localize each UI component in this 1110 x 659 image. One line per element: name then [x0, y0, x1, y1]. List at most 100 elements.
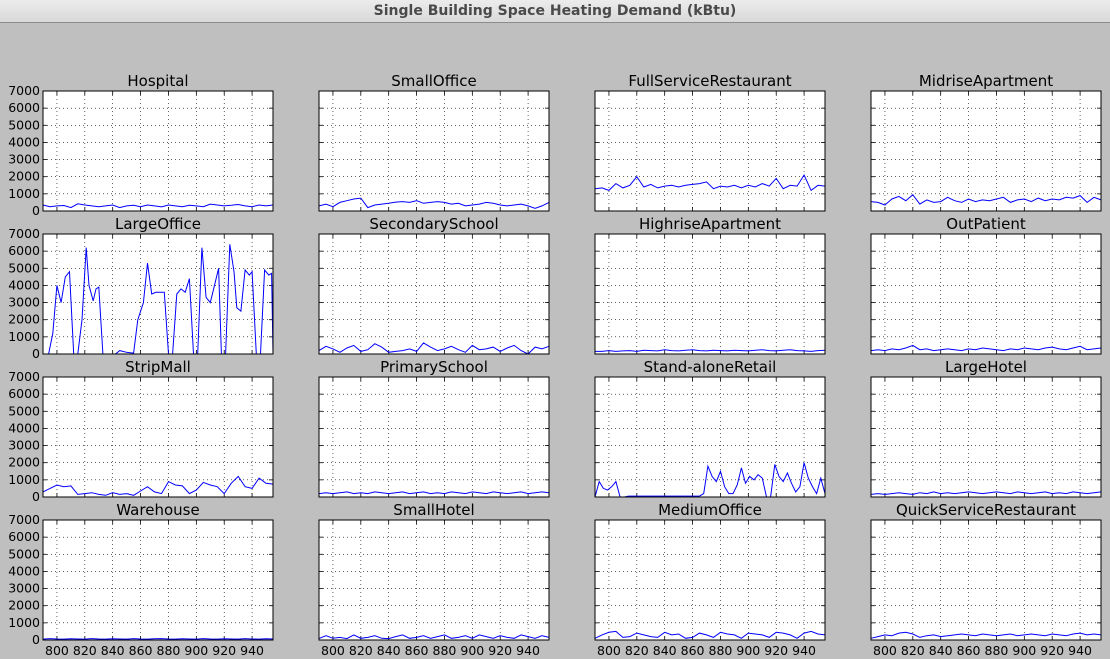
plot-area	[595, 234, 825, 354]
subplot-quickservicerestaurant: QuickServiceRestaurant 800 820 840 860 880 900…	[870, 501, 1102, 658]
x-tick-label: 800	[321, 643, 345, 658]
plot-area	[595, 91, 825, 211]
subplot-hospital: Hospital 0 1000 2000 3000 4000 5000 6000 7000	[8, 72, 274, 218]
y-tick-label: 5000	[8, 403, 40, 418]
y-tick-label: 7000	[8, 369, 40, 384]
subplot-title: LargeHotel	[945, 358, 1027, 376]
plot-frame	[594, 519, 826, 641]
x-tick-label: 880	[433, 643, 457, 658]
plot-area	[43, 377, 273, 497]
x-tick-label: 900	[460, 643, 484, 658]
series-line	[318, 634, 550, 640]
window-title: Single Building Space Heating Demand (kB…	[373, 3, 737, 19]
x-tick-label: 800	[597, 643, 621, 658]
y-tick-label: 2000	[8, 598, 40, 613]
subplot-title: FullServiceRestaurant	[628, 72, 791, 90]
plot-frame	[318, 376, 550, 498]
y-tick-label: 1000	[8, 329, 40, 344]
plot-frame	[870, 519, 1102, 641]
plot-frame	[42, 90, 274, 212]
x-tick-label: 840	[377, 643, 401, 658]
plot-area	[43, 234, 273, 354]
y-tick-label: 4000	[8, 420, 40, 435]
series-line	[42, 203, 274, 209]
y-tick-label: 5000	[8, 260, 40, 275]
x-tick-label: 860	[681, 643, 705, 658]
x-tick-label: 900	[736, 643, 760, 658]
subplot-largeoffice: LargeOffice 0 1000 2000 3000 4000 5000 6000 7000	[8, 215, 274, 361]
plot-area	[319, 91, 549, 211]
plot-frame	[594, 376, 826, 498]
plot-frame	[870, 90, 1102, 212]
y-tick-label: 5000	[8, 546, 40, 561]
plot-frame	[594, 233, 826, 355]
x-tick-label: 940	[1068, 643, 1092, 658]
series-line	[595, 349, 826, 352]
subplot-highriseapartment: HighriseApartment	[594, 215, 826, 355]
x-tick-label: 820	[901, 643, 925, 658]
subplot-title: QuickServiceRestaurant	[896, 501, 1076, 519]
series-line	[870, 631, 1102, 639]
plot-area	[871, 377, 1101, 497]
figure-canvas: Hospital 0 1000 2000 3000 4000 5000 6000 7000 Sma…	[8, 72, 1102, 658]
subplot-title: StripMall	[125, 358, 191, 376]
x-tick-label: 920	[212, 643, 236, 658]
plot-frame	[42, 233, 274, 355]
subplot-title: Hospital	[127, 72, 188, 90]
y-tick-label: 7000	[8, 83, 40, 98]
subplot-outpatient: OutPatient	[870, 215, 1102, 355]
plot-frame	[318, 233, 550, 355]
y-tick-label: 1000	[8, 615, 40, 630]
subplot-stripmall: StripMall 0 1000 2000 3000 4000 5000 6000 7000	[8, 358, 274, 504]
subplot-title: OutPatient	[946, 215, 1026, 233]
y-tick-label: 3000	[8, 581, 40, 596]
y-tick-label: 3000	[8, 438, 40, 453]
x-tick-label: 900	[1012, 643, 1036, 658]
series-line	[870, 344, 1102, 352]
subplot-title: MediumOffice	[658, 501, 762, 519]
y-tick-label: 6000	[8, 100, 40, 115]
y-tick-label: 4000	[8, 563, 40, 578]
series-line	[318, 342, 550, 355]
subplot-title: Warehouse	[116, 501, 199, 519]
y-tick-label: 3000	[8, 152, 40, 167]
window-titlebar: Single Building Space Heating Demand (kB…	[0, 0, 1110, 23]
series-line	[870, 193, 1102, 206]
subplot-mediumoffice: MediumOffice 800 820 840 860 880 900 920 940	[594, 501, 826, 658]
plot-frame	[42, 376, 274, 498]
y-tick-label: 4000	[8, 134, 40, 149]
subplot-title: Stand-aloneRetail	[644, 358, 777, 376]
series-line	[42, 475, 274, 496]
x-tick-label: 880	[709, 643, 733, 658]
y-tick-label: 0	[32, 203, 40, 218]
x-tick-label: 840	[653, 643, 677, 658]
y-tick-label: 6000	[8, 386, 40, 401]
x-tick-label: 880	[985, 643, 1009, 658]
plot-frame	[318, 90, 550, 212]
y-tick-label: 2000	[8, 312, 40, 327]
series-line	[318, 491, 550, 495]
x-tick-label: 940	[240, 643, 264, 658]
subplot-midriseapartment: MidriseApartment	[870, 72, 1102, 212]
plot-area	[43, 520, 273, 640]
plot-area	[595, 520, 825, 640]
series-line	[594, 173, 826, 192]
x-tick-label: 920	[1040, 643, 1064, 658]
plot-frame	[870, 376, 1102, 498]
x-tick-label: 940	[516, 643, 540, 658]
y-tick-label: 1000	[8, 472, 40, 487]
series-line	[42, 638, 274, 640]
subplot-secondaryschool: SecondarySchool	[318, 215, 550, 355]
y-tick-label: 3000	[8, 295, 40, 310]
x-tick-label: 900	[184, 643, 208, 658]
subplot-title: PrimarySchool	[380, 358, 488, 376]
subplot-title: SecondarySchool	[369, 215, 498, 233]
y-tick-label: 0	[32, 346, 40, 361]
y-tick-label: 4000	[8, 277, 40, 292]
plot-area	[43, 91, 273, 211]
y-tick-label: 7000	[8, 226, 40, 241]
plot-frame	[42, 519, 274, 641]
plot-frame	[870, 233, 1102, 355]
subplot-title: SmallOffice	[391, 72, 476, 90]
x-tick-label: 920	[764, 643, 788, 658]
